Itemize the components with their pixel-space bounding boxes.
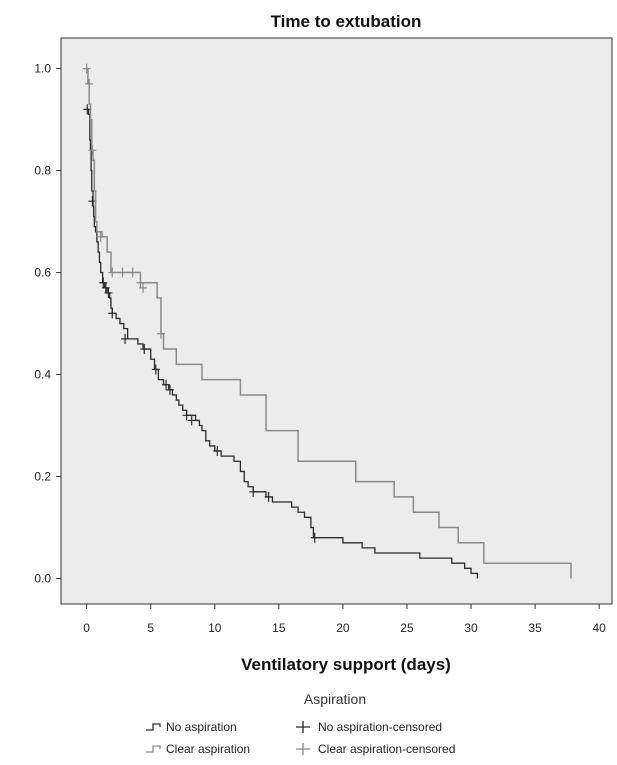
x-tick-label: 30	[464, 621, 478, 635]
clear-aspiration-censored-mark	[82, 63, 91, 74]
y-tick-label: 0.4	[34, 368, 51, 382]
x-axis-title: Ventilatory support (days)	[241, 655, 451, 674]
y-tick-label: 0.6	[34, 266, 51, 280]
chart-title: Time to extubation	[271, 12, 422, 31]
y-tick-label: 0.8	[34, 164, 51, 178]
x-tick-label: 25	[400, 621, 414, 635]
y-axis: 0.0 0.2 0.4 0.6 0.8 1.0	[34, 62, 61, 586]
no-aspiration-censored-mark	[213, 446, 222, 457]
no-aspiration-censored-mark	[151, 364, 160, 375]
no-aspiration-censored-mark	[108, 308, 117, 319]
no-aspiration-survival-line	[86, 108, 479, 579]
clear-aspiration-censored-mark	[128, 267, 137, 278]
legend-entry-label: Clear aspiration	[166, 742, 250, 756]
legend: No aspiration No aspiration-censored Clear…	[146, 720, 455, 756]
legend-title: Aspiration	[304, 691, 366, 707]
y-tick-label: 0.0	[34, 572, 51, 586]
clear-aspiration-censored-mark	[85, 78, 94, 89]
y-tick-label: 1.0	[34, 62, 51, 76]
x-tick-label: 40	[593, 621, 607, 635]
x-axis: 0 5 10 15 20 25 30 35 40	[83, 604, 606, 635]
legend-step-symbol	[146, 745, 161, 753]
legend-censored-symbol	[296, 721, 310, 733]
no-aspiration-censored-mark	[99, 277, 108, 288]
clear-aspiration-censored-mark	[96, 231, 105, 242]
y-tick-label: 0.2	[34, 470, 51, 484]
x-tick-label: 15	[272, 621, 286, 635]
clear-aspiration-censored-mark	[108, 267, 117, 278]
legend-step-symbol	[146, 723, 161, 731]
legend-entry-label: No aspiration-censored	[318, 720, 442, 734]
x-tick-label: 20	[336, 621, 350, 635]
no-aspiration-censored-mark	[162, 379, 171, 390]
clear-aspiration-censored-mark	[156, 328, 165, 339]
x-tick-label: 0	[83, 621, 90, 635]
legend-entry-label: Clear aspiration-censored	[318, 742, 455, 756]
no-aspiration-censored-mark	[101, 282, 110, 293]
x-tick-label: 35	[528, 621, 542, 635]
clear-aspiration-censored-mark	[139, 282, 148, 293]
clear-aspiration-censored-mark	[88, 145, 97, 156]
plot-area	[60, 37, 613, 605]
clear-aspiration-censored-mark	[118, 267, 127, 278]
series-layer	[82, 63, 572, 579]
no-aspiration-censored-mark	[104, 287, 113, 298]
legend-entry-label: No aspiration	[166, 720, 237, 734]
no-aspiration-censored-mark	[187, 415, 196, 426]
no-aspiration-censored-mark	[165, 384, 174, 395]
no-aspiration-censored-mark	[182, 410, 191, 421]
no-aspiration-censored-mark	[264, 491, 273, 502]
no-aspiration-censored-mark	[249, 486, 258, 497]
legend-censored-symbol	[296, 743, 310, 755]
x-tick-label: 10	[208, 621, 222, 635]
clear-aspiration-censored-mark	[136, 277, 145, 288]
x-tick-label: 5	[147, 621, 154, 635]
no-aspiration-censored-mark	[140, 344, 149, 355]
no-aspiration-censored-mark	[121, 333, 130, 344]
no-aspiration-censored-mark	[310, 532, 319, 543]
